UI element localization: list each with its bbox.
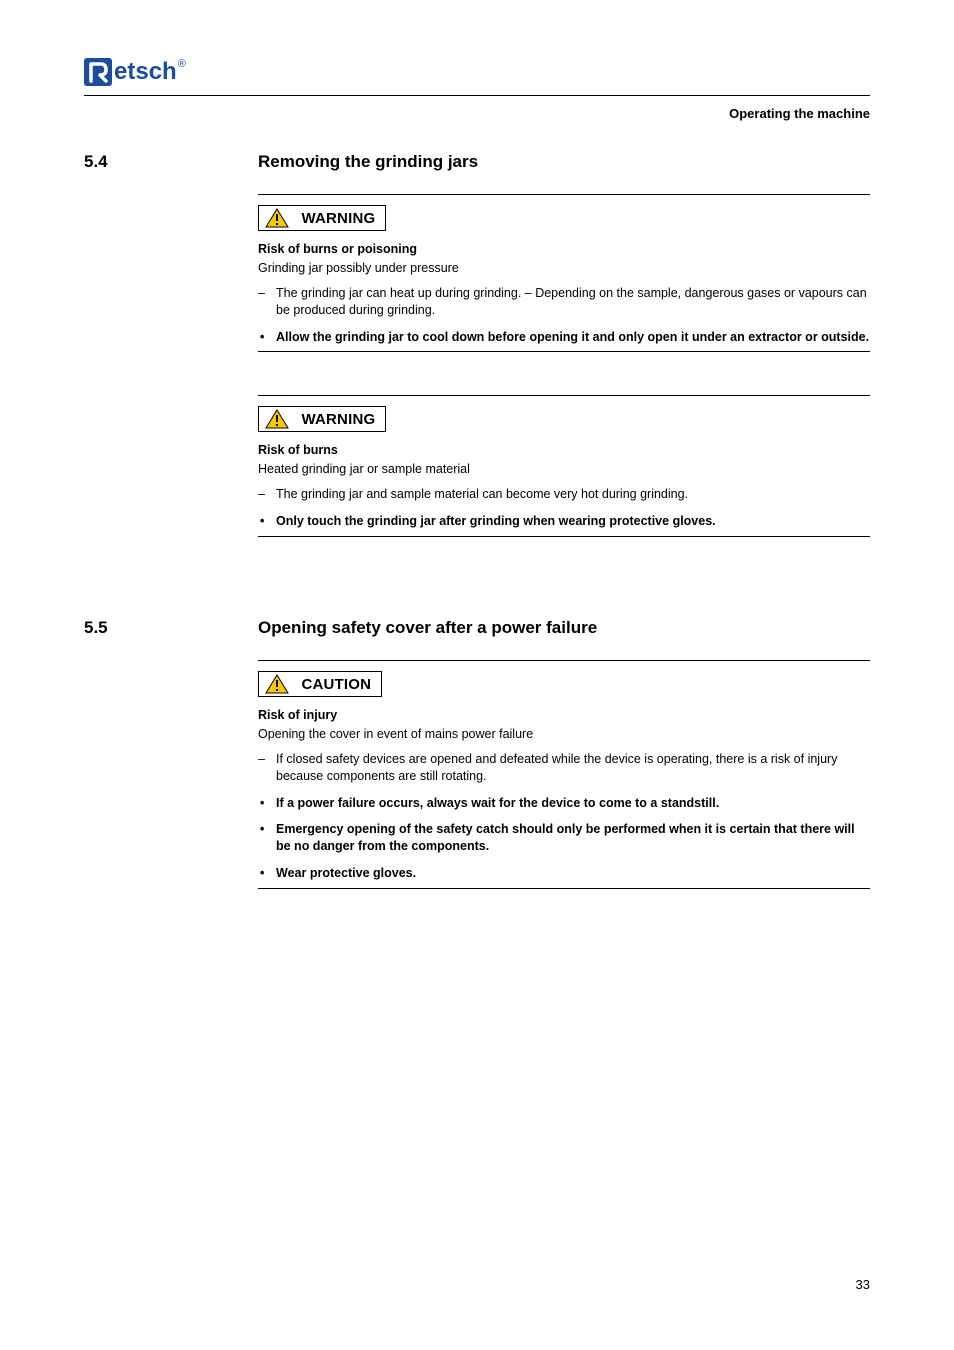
brand-logo-text: etsch: [114, 58, 177, 85]
warning-subheading: Heated grinding jar or sample material: [258, 461, 870, 478]
warning-icon: [265, 409, 289, 429]
warning-bullet-item: Only touch the grinding jar after grindi…: [258, 513, 870, 530]
section-number-5-4: 5.4: [84, 152, 108, 172]
warning-icon: [265, 208, 289, 228]
section-title-5-5: Opening safety cover after a power failu…: [258, 618, 597, 638]
page-number: 33: [856, 1277, 870, 1292]
warning-box-rule-bottom: [258, 351, 870, 352]
caution-badge: CAUTION: [258, 671, 382, 697]
caution-heading: Risk of injury: [258, 707, 870, 724]
warning-subheading: Grinding jar possibly under pressure: [258, 260, 870, 277]
caution-dash-item: If closed safety devices are opened and …: [258, 751, 870, 785]
caution-icon: [265, 674, 289, 694]
warning-bullet-item: Allow the grinding jar to cool down befo…: [258, 329, 870, 346]
warning-badge: WARNING: [258, 406, 386, 432]
warning-box-rule-top: [258, 395, 870, 396]
caution-bullet-item: If a power failure occurs, always wait f…: [258, 795, 870, 812]
section-title-5-4: Removing the grinding jars: [258, 152, 478, 172]
warning-heading: Risk of burns or poisoning: [258, 241, 870, 258]
warning-badge: WARNING: [258, 205, 386, 231]
brand-logo-mark: [84, 58, 112, 86]
caution-box-rule-top: [258, 660, 870, 661]
caution-subheading: Opening the cover in event of mains powe…: [258, 726, 870, 743]
caution-box-rule-bottom: [258, 888, 870, 889]
logo-r-svg: [84, 58, 112, 86]
caution-badge-label: CAUTION: [301, 676, 371, 693]
section-number-5-5: 5.5: [84, 618, 108, 638]
warning-badge-label: WARNING: [301, 411, 375, 428]
warning-badge-label: WARNING: [301, 210, 375, 227]
header-rule: [84, 95, 870, 96]
brand-logo-reg: ®: [178, 58, 186, 70]
warning-box-rule-bottom: [258, 536, 870, 537]
warning-heading: Risk of burns: [258, 442, 870, 459]
warning-box-rule-top: [258, 194, 870, 195]
warning-dash-item: The grinding jar can heat up during grin…: [258, 285, 870, 319]
warning-dash-item: The grinding jar and sample material can…: [258, 486, 870, 503]
caution-bullet-item: Emergency opening of the safety catch sh…: [258, 821, 870, 855]
caution-bullet-item: Wear protective gloves.: [258, 865, 870, 882]
header-section-name: Operating the machine: [729, 106, 870, 121]
brand-logo: etsch®: [84, 58, 244, 92]
